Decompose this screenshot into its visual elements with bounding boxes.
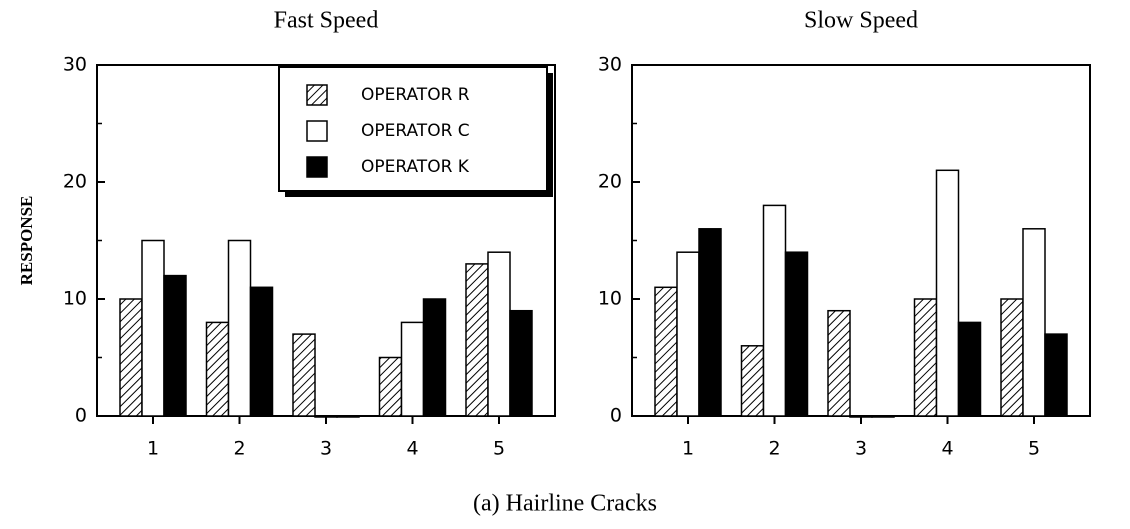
bar: [314, 415, 338, 418]
legend-swatch: [306, 156, 328, 178]
x-tick-label: 3: [320, 438, 332, 460]
x-tick-label: 5: [493, 438, 505, 460]
bar: [871, 415, 895, 418]
x-tick-label: 2: [233, 438, 245, 460]
bar: [935, 169, 960, 417]
legend-label: OPERATOR K: [361, 157, 470, 177]
x-tick-label: 4: [941, 438, 953, 460]
bar: [827, 309, 851, 417]
bar: [205, 321, 230, 417]
bar: [509, 309, 533, 417]
bar: [654, 286, 678, 417]
bar: [400, 321, 425, 417]
bar: [227, 239, 252, 417]
y-tick-label: 30: [598, 54, 622, 76]
x-tick-label: 1: [682, 438, 694, 460]
bar: [422, 298, 447, 417]
bar: [762, 204, 787, 417]
chart-title: Slow Speed: [804, 8, 918, 34]
bar: [1044, 333, 1068, 417]
bar: [784, 251, 809, 417]
x-tick-label: 2: [768, 438, 780, 460]
y-tick-label: 0: [610, 405, 622, 427]
x-tick-label: 5: [1028, 438, 1040, 460]
bar: [163, 274, 187, 417]
x-tick-label: 1: [147, 438, 159, 460]
legend-label: OPERATOR R: [361, 85, 470, 105]
chart-title: Fast Speed: [274, 8, 379, 34]
bar: [336, 415, 360, 418]
bar: [849, 415, 873, 418]
bar: [1022, 228, 1046, 417]
y-tick-label: 10: [63, 288, 87, 310]
y-axis-label: RESPONSE: [17, 196, 36, 286]
bar: [676, 251, 700, 417]
legend-swatch: [306, 120, 328, 142]
bar: [740, 345, 765, 417]
bar: [698, 228, 722, 417]
bar: [465, 263, 489, 417]
caption: (a) Hairline Cracks: [473, 491, 657, 517]
bar: [1000, 298, 1024, 417]
legend-label: OPERATOR C: [361, 121, 470, 141]
bar: [292, 333, 316, 417]
y-tick-label: 20: [598, 171, 622, 193]
bar: [913, 298, 938, 417]
bar: [119, 298, 143, 417]
y-tick-label: 20: [63, 171, 87, 193]
x-tick-label: 3: [855, 438, 867, 460]
x-tick-label: 4: [406, 438, 418, 460]
y-tick-label: 10: [598, 288, 622, 310]
bar: [141, 239, 165, 417]
bar: [249, 286, 274, 417]
bar: [957, 321, 982, 417]
y-tick-label: 30: [63, 54, 87, 76]
bar: [378, 356, 403, 417]
legend-swatch: [306, 84, 328, 106]
y-tick-label: 0: [75, 405, 87, 427]
bar: [487, 251, 511, 417]
